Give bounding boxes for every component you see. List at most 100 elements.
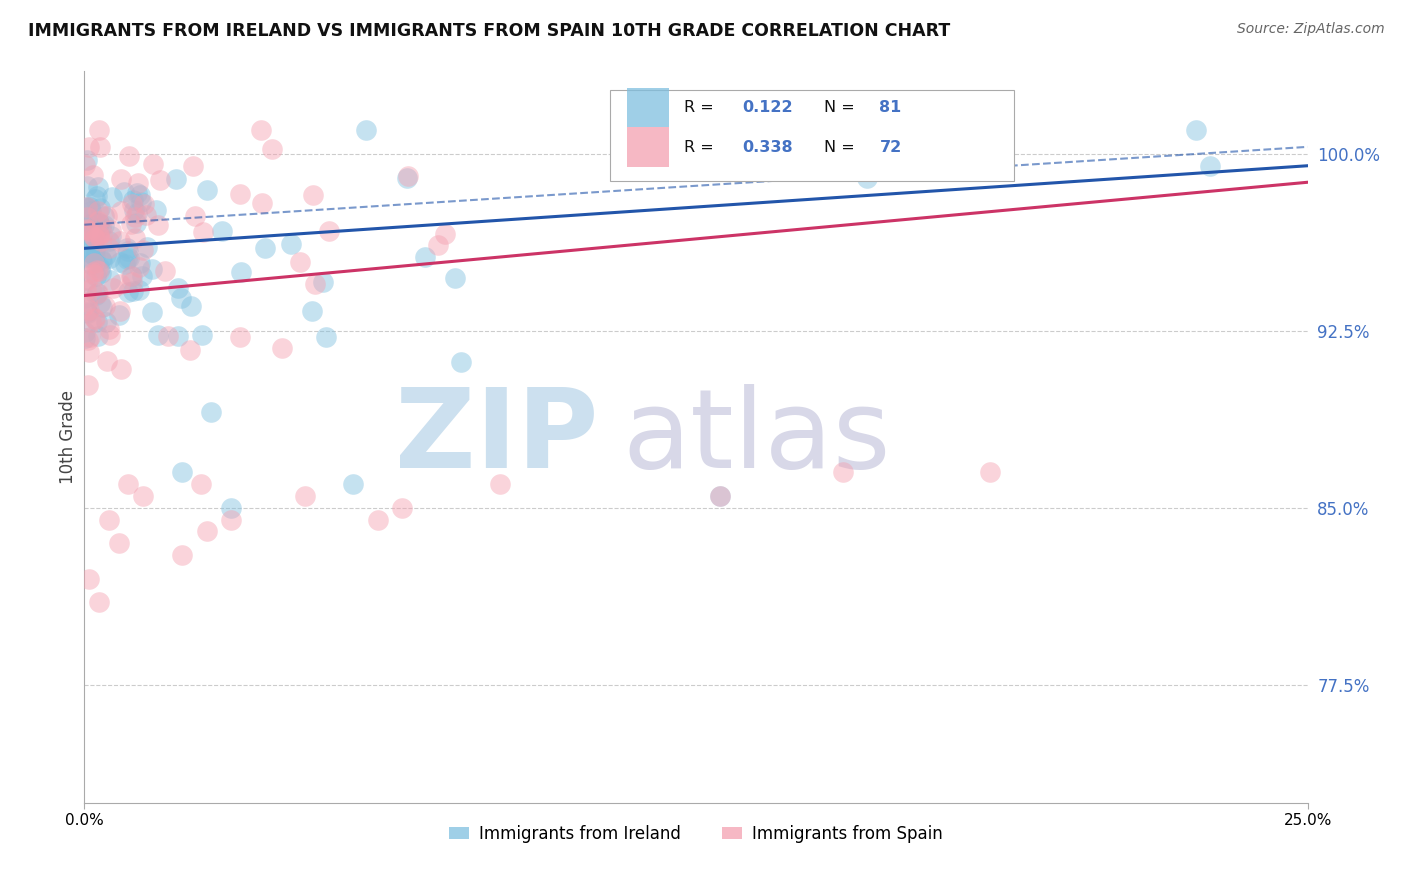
Text: R =: R = [683, 140, 718, 154]
Point [131, 268, 153, 283]
Point [97, 513, 120, 527]
Point [125, 215, 148, 229]
Point [121, 276, 143, 290]
Point [450, 355, 472, 369]
Point [125, 206, 148, 220]
Point [73, 157, 96, 171]
Point [318, 224, 340, 238]
Point [93, 209, 115, 223]
Point [315, 330, 337, 344]
Point [73, 325, 96, 339]
Point [709, 489, 731, 503]
Point [979, 466, 1001, 480]
Point [76, 250, 98, 264]
Point [124, 231, 146, 245]
Point [97, 322, 120, 336]
Point [219, 500, 242, 515]
Point [89, 260, 111, 275]
Point [117, 477, 139, 491]
Point [280, 237, 302, 252]
Point [250, 123, 273, 137]
Point [443, 271, 465, 285]
Point [75, 283, 97, 297]
Point [82, 265, 104, 279]
Point [128, 283, 150, 297]
Point [76, 294, 98, 309]
Point [98, 234, 121, 248]
Point [77, 221, 100, 235]
Point [110, 234, 132, 248]
Point [181, 159, 204, 173]
Point [93, 218, 115, 232]
Point [79, 140, 101, 154]
Point [76, 153, 98, 167]
Point [87, 595, 110, 609]
Point [83, 256, 105, 270]
Point [77, 344, 100, 359]
Point [165, 172, 187, 186]
Point [211, 224, 233, 238]
Point [1198, 159, 1220, 173]
Point [252, 195, 274, 210]
Point [219, 513, 242, 527]
Point [80, 281, 103, 295]
Point [79, 302, 101, 317]
Point [367, 513, 389, 527]
Text: IMMIGRANTS FROM IRELAND VS IMMIGRANTS FROM SPAIN 10TH GRADE CORRELATION CHART: IMMIGRANTS FROM IRELAND VS IMMIGRANTS FR… [28, 22, 950, 40]
FancyBboxPatch shape [627, 88, 669, 128]
Point [304, 277, 326, 291]
Point [124, 210, 146, 224]
Point [82, 216, 104, 230]
Point [107, 536, 129, 550]
Point [87, 180, 110, 194]
Point [229, 329, 252, 343]
Point [100, 228, 122, 243]
Point [86, 315, 108, 329]
Point [77, 378, 100, 392]
Point [127, 186, 149, 200]
Point [90, 252, 112, 266]
Point [80, 257, 103, 271]
FancyBboxPatch shape [610, 90, 1014, 181]
Point [76, 306, 98, 320]
Point [79, 200, 101, 214]
Text: Source: ZipAtlas.com: Source: ZipAtlas.com [1237, 22, 1385, 37]
Point [87, 228, 110, 243]
Point [91, 254, 114, 268]
Point [84, 249, 107, 263]
Point [413, 250, 436, 264]
Point [156, 329, 179, 343]
Point [391, 500, 413, 515]
Point [75, 201, 97, 215]
Point [76, 178, 98, 193]
Point [108, 277, 131, 291]
Point [75, 273, 97, 287]
Point [86, 263, 108, 277]
Point [89, 220, 111, 235]
Point [312, 276, 335, 290]
Point [110, 172, 132, 186]
Point [229, 264, 252, 278]
Point [87, 286, 110, 301]
Point [127, 176, 149, 190]
Point [100, 328, 122, 343]
Text: ZIP: ZIP [395, 384, 598, 491]
Point [91, 300, 114, 314]
Point [117, 244, 139, 258]
Point [76, 273, 98, 287]
Point [80, 315, 103, 329]
Point [288, 255, 311, 269]
Point [107, 308, 129, 322]
Point [87, 123, 110, 137]
Point [83, 235, 105, 250]
Point [76, 304, 98, 318]
Point [121, 197, 143, 211]
Point [110, 303, 132, 318]
Point [90, 266, 112, 280]
Point [129, 256, 152, 270]
Point [75, 331, 97, 345]
Point [610, 123, 633, 137]
Point [170, 292, 193, 306]
Point [121, 284, 143, 298]
Point [83, 312, 105, 326]
